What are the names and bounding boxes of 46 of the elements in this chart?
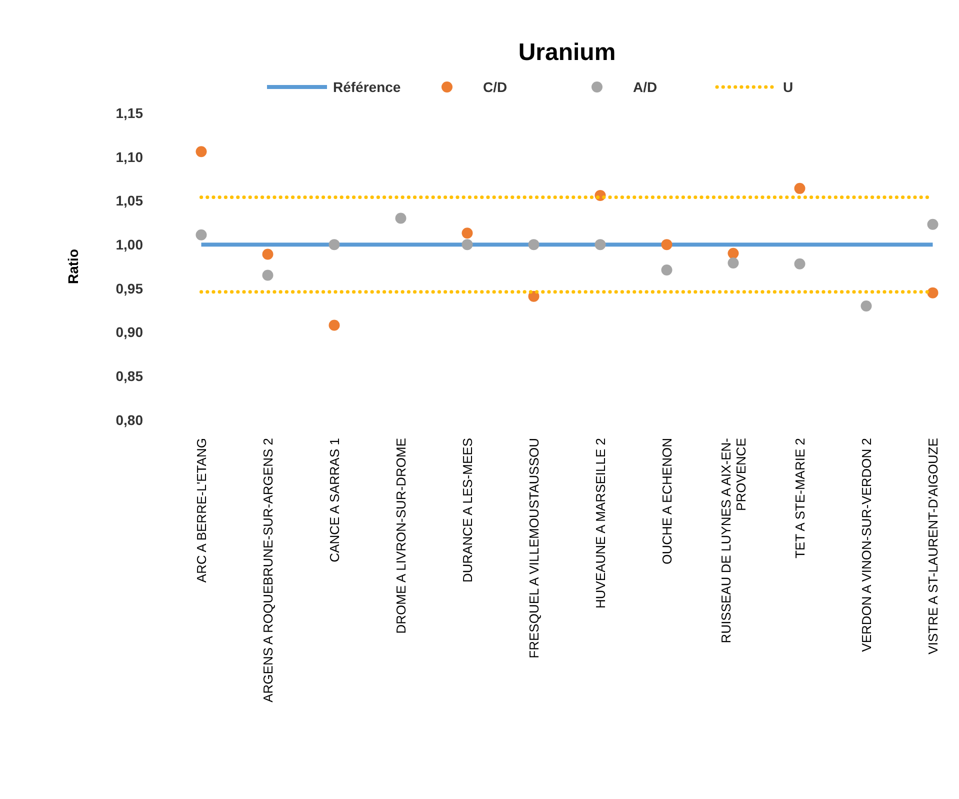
y-tick-label: 1,15 [116,104,144,121]
x-tick-label: ARC A BERRE-L'ETANG [194,438,209,583]
point [594,239,606,250]
x-tick-label: DURANCE A LES-MEES [460,438,475,582]
chart-title: Uranium [518,39,616,66]
point [462,239,473,250]
point [196,229,207,240]
point [794,182,806,194]
legend-label: U [783,78,794,95]
x-tick-label: VERDON A VINON-SUR-VERDON 2 [858,438,874,652]
y-axis-title: Ratio [65,249,81,284]
x-tick-label: TET A STE-MARIE 2 [792,438,808,558]
x-tick-label: ARGENS A ROQUEBRUNE-SUR-ARGENS 2 [260,438,276,702]
point [661,264,672,276]
x-tick-label: FRESQUEL A VILLEMOUSTAUSSOU [526,438,542,658]
y-tick-label: 1,00 [116,236,144,252]
x-tick-label: CANCE A SARRAS 1 [326,438,342,562]
y-tick-label: 0,95 [116,280,144,296]
point [728,257,739,268]
legend-label: Référence [333,78,401,95]
x-tick-label: HUVEAUNE A MARSEILLE 2 [592,438,608,609]
point [927,218,938,230]
point [262,248,274,260]
y-tick-label: 1,10 [116,148,144,165]
x-tick-label: DROME A LIVRON-SUR-DROME [393,438,408,634]
y-tick-label: 0,85 [116,368,144,384]
y-tick-label: 0,90 [116,324,144,340]
y-tick-label: 0,80 [116,412,144,428]
x-tick-label: OUCHE A ECHENON [659,438,674,564]
legend-label: A/D [633,78,658,95]
point [328,320,340,331]
point [395,212,406,224]
point [462,228,473,239]
y-tick-label: 1,05 [116,192,144,209]
legend-label: C/D [483,78,508,95]
point [262,270,274,281]
point [728,248,739,259]
x-tick-label: VISTRE A ST-LAURENT-D'AIGOUZE [925,438,940,654]
point [528,239,540,250]
point [927,287,938,298]
point [860,300,872,312]
point [328,239,340,250]
point [196,146,207,158]
x-tick-label: RUISSEAU DE LUYNES A AIX-EN-PROVENCE [718,438,749,644]
point [661,239,672,250]
point [794,258,806,270]
